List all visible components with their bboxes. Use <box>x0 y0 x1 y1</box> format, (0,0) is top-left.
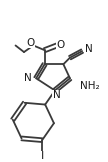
Text: N: N <box>24 73 32 83</box>
Text: NH₂: NH₂ <box>80 81 100 91</box>
Text: O: O <box>26 38 35 48</box>
Text: O: O <box>56 40 65 50</box>
Text: N: N <box>85 44 93 54</box>
Text: I: I <box>40 151 44 161</box>
Text: N: N <box>53 90 61 100</box>
